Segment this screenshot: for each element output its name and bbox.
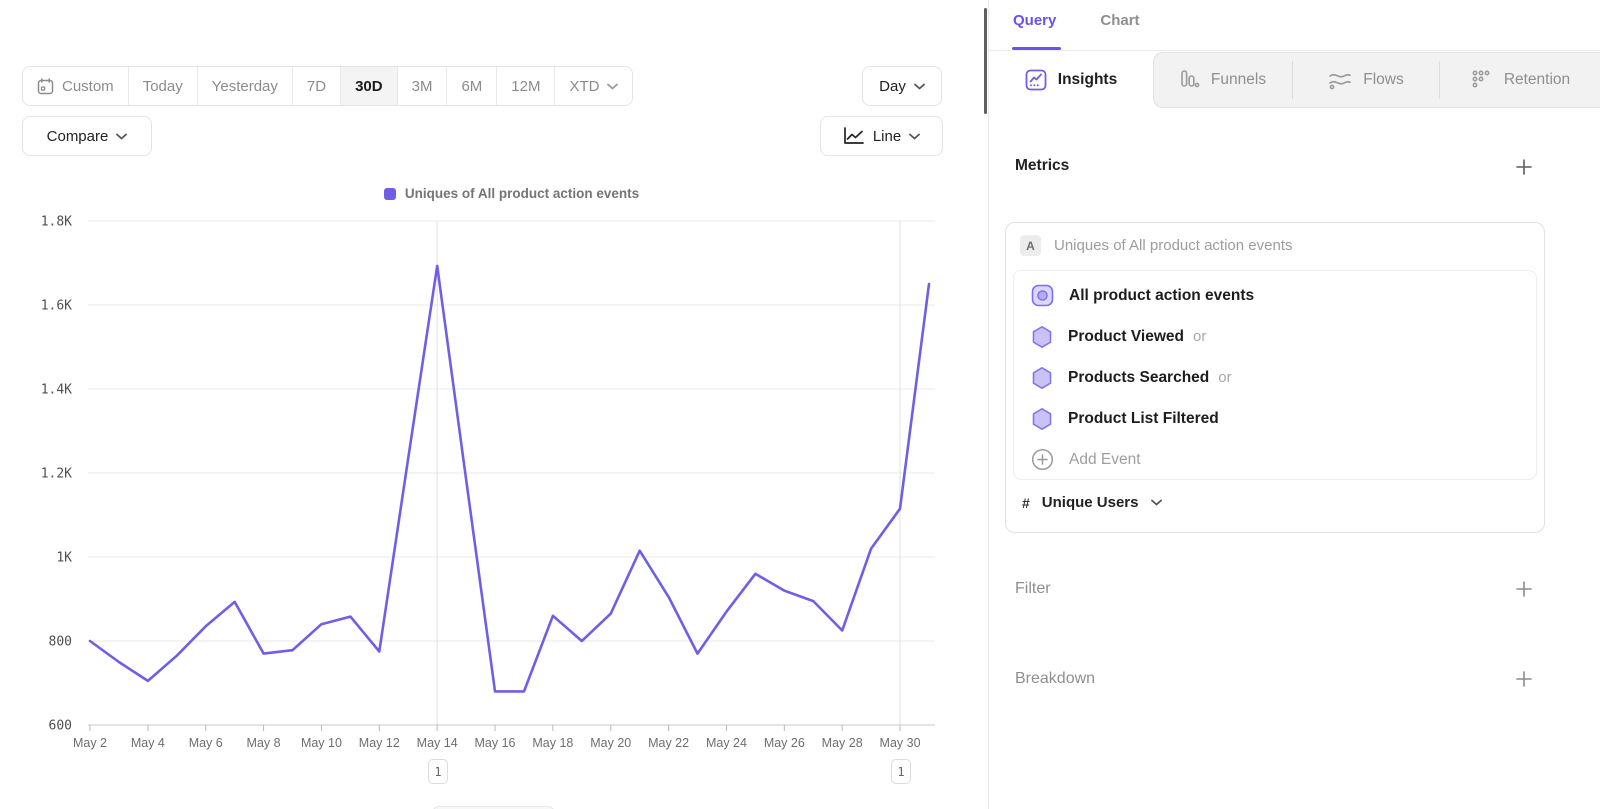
svg-text:May 16: May 16 — [475, 736, 516, 750]
tab-separator — [1439, 61, 1440, 99]
svg-text:800: 800 — [49, 635, 72, 650]
tab-funnels[interactable]: Funnels — [1154, 53, 1292, 107]
event-hexagon-icon — [1032, 366, 1052, 389]
calendar-icon — [37, 77, 54, 94]
retention-icon — [1472, 70, 1490, 88]
event-row-all-product-action-events[interactable]: All product action events — [1031, 275, 1254, 316]
date-range-6m[interactable]: 6M — [447, 67, 498, 105]
breakdown-section-title: Breakdown — [1015, 670, 1096, 687]
annotation-badge-may14[interactable]: 1 — [428, 759, 448, 784]
report-type-tabbar: Insights Funnels Flows — [989, 51, 1600, 108]
chevron-down-icon — [909, 133, 921, 139]
tab-query[interactable]: Query — [1013, 12, 1057, 29]
add-event-button[interactable]: Add Event — [1031, 439, 1141, 480]
tab-chart[interactable]: Chart — [1100, 12, 1140, 29]
date-range-3m[interactable]: 3M — [397, 67, 448, 105]
date-range-custom[interactable]: Custom — [23, 67, 129, 105]
series-label: Uniques of All product action events — [1054, 237, 1293, 254]
chevron-down-icon — [913, 83, 925, 89]
line-chart-icon — [843, 127, 864, 144]
svg-text:May 18: May 18 — [532, 736, 573, 750]
tab-separator — [1292, 61, 1293, 99]
chart-type-button[interactable]: Line — [820, 116, 943, 156]
svg-text:1.8K: 1.8K — [41, 215, 72, 230]
granularity-button[interactable]: Day — [862, 66, 942, 106]
filter-section-title: Filter — [1015, 580, 1051, 597]
svg-text:May 8: May 8 — [247, 736, 281, 750]
event-hexagon-icon — [1032, 407, 1052, 430]
series-letter-badge: A — [1020, 235, 1041, 256]
or-connector: or — [1218, 369, 1232, 386]
svg-text:1.6K: 1.6K — [41, 299, 72, 314]
panel-top-border — [989, 50, 1600, 51]
tab-retention[interactable]: Retention — [1440, 53, 1600, 107]
hash-icon: # — [1022, 494, 1030, 511]
svg-text:May 4: May 4 — [131, 736, 165, 750]
svg-text:May 14: May 14 — [417, 736, 458, 750]
svg-text:May 12: May 12 — [359, 736, 400, 750]
date-range-30d[interactable]: 30D — [341, 67, 398, 105]
date-range-control: Custom Today Yesterday 7D 30D 3M 6M 12M … — [22, 66, 634, 106]
svg-text:May 24: May 24 — [706, 736, 747, 750]
tab-insights[interactable]: Insights — [989, 51, 1153, 108]
svg-text:May 26: May 26 — [764, 736, 805, 750]
event-list-card: All product action events Product Viewed… — [1013, 270, 1537, 480]
svg-text:May 28: May 28 — [822, 736, 863, 750]
svg-text:600: 600 — [49, 719, 72, 734]
legend-label: Uniques of All product action events — [404, 186, 640, 201]
panel-top-tabs: Query Chart — [1013, 12, 1140, 29]
metrics-section-title: Metrics — [1015, 157, 1070, 174]
svg-text:May 30: May 30 — [880, 736, 921, 750]
tab-flows[interactable]: Flows — [1293, 53, 1439, 107]
funnels-icon — [1181, 70, 1200, 88]
svg-text:May 10: May 10 — [301, 736, 342, 750]
chart-legend: Uniques of All product action events — [88, 186, 935, 201]
date-range-xtd[interactable]: XTD — [555, 67, 633, 105]
annotation-badge-may30[interactable]: 1 — [891, 759, 911, 784]
svg-text:May 20: May 20 — [590, 736, 631, 750]
insights-icon — [1025, 69, 1047, 90]
date-range-7d[interactable]: 7D — [292, 67, 342, 105]
add-breakdown-button[interactable] — [1514, 669, 1534, 689]
svg-text:May 2: May 2 — [73, 736, 107, 750]
date-range-label: Custom — [62, 77, 114, 95]
scrollbar-thumb[interactable] — [984, 8, 987, 114]
inactive-tabs-background: Funnels Flows — [1153, 52, 1600, 108]
date-range-today[interactable]: Today — [128, 67, 198, 105]
event-row-product-list-filtered[interactable]: Product List Filtered — [1031, 398, 1219, 439]
measurement-selector[interactable]: # Unique Users — [1022, 494, 1162, 511]
chevron-down-icon — [1150, 499, 1162, 506]
circle-plus-icon — [1031, 448, 1054, 471]
all-events-icon — [1031, 284, 1054, 307]
or-connector: or — [1193, 328, 1207, 345]
date-range-yesterday[interactable]: Yesterday — [197, 67, 293, 105]
svg-text:1.2K: 1.2K — [41, 467, 72, 482]
flows-icon — [1329, 73, 1352, 90]
svg-text:May 6: May 6 — [189, 736, 223, 750]
event-row-products-searched[interactable]: Products Searched or — [1031, 357, 1232, 398]
panel-divider — [988, 0, 989, 809]
chevron-down-icon — [116, 133, 128, 139]
metric-series-header[interactable]: A Uniques of All product action events — [1020, 235, 1292, 256]
add-metric-button[interactable] — [1514, 157, 1534, 177]
add-filter-button[interactable] — [1514, 579, 1534, 599]
svg-text:May 22: May 22 — [648, 736, 689, 750]
compare-button[interactable]: Compare — [22, 116, 152, 156]
active-tab-underline — [1012, 47, 1061, 50]
event-row-product-viewed[interactable]: Product Viewed or — [1031, 316, 1206, 357]
svg-text:1.4K: 1.4K — [41, 383, 72, 398]
legend-swatch — [383, 187, 396, 200]
svg-text:1K: 1K — [56, 551, 72, 566]
chevron-down-icon — [607, 83, 619, 89]
event-hexagon-icon — [1032, 325, 1052, 348]
date-range-12m[interactable]: 12M — [497, 67, 556, 105]
